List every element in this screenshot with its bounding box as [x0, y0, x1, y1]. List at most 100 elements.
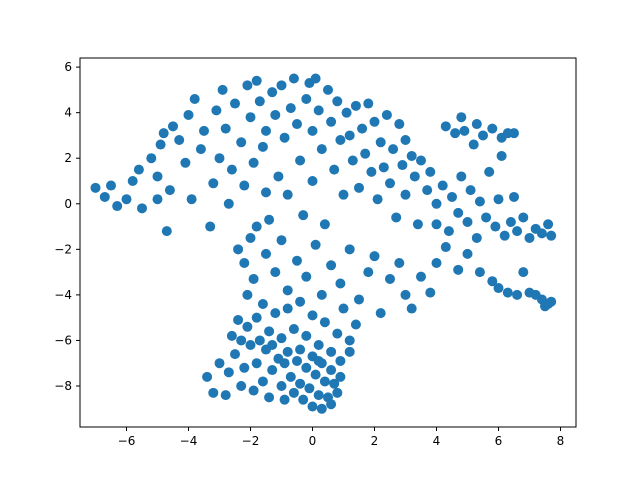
scatter-point — [230, 349, 240, 360]
scatter-point — [456, 112, 467, 123]
scatter-point — [385, 273, 395, 284]
scatter-point — [406, 150, 417, 161]
scatter-point — [223, 367, 234, 378]
scatter-point — [326, 260, 337, 271]
scatter-point — [412, 219, 423, 230]
scatter-point — [369, 116, 380, 127]
scatter-point — [273, 171, 284, 182]
x-tick-label: 8 — [557, 434, 565, 448]
scatter-point — [326, 399, 337, 410]
scatter-point — [354, 182, 364, 193]
scatter-point — [261, 248, 271, 259]
x-tick-label: −4 — [180, 434, 198, 448]
scatter-point — [288, 73, 299, 84]
x-tick-label: −6 — [118, 434, 136, 448]
scatter-point — [478, 130, 488, 141]
scatter-point — [493, 283, 504, 294]
scatter-point — [292, 355, 302, 366]
scatter-point — [242, 80, 253, 91]
scatter-point — [391, 212, 402, 223]
scatter-point — [313, 105, 324, 116]
scatter-point — [236, 381, 247, 391]
scatter-point — [400, 189, 411, 200]
scatter-point — [474, 196, 485, 207]
scatter-point — [254, 335, 265, 346]
scatter-point — [248, 157, 259, 168]
scatter-point — [264, 392, 275, 403]
scatter-point — [214, 358, 225, 369]
scatter-point — [195, 144, 206, 155]
scatter-point — [416, 271, 426, 282]
scatter-point — [375, 137, 386, 148]
scatter-point — [518, 212, 529, 223]
scatter-point — [307, 125, 318, 136]
scatter-point — [471, 119, 482, 130]
scatter-point — [400, 135, 411, 145]
scatter-point — [406, 303, 417, 314]
scatter-point — [341, 107, 352, 118]
scatter-point — [474, 267, 485, 278]
scatter-point — [285, 103, 296, 114]
scatter-point — [295, 296, 306, 307]
x-tick-label: 2 — [371, 434, 379, 448]
scatter-point — [183, 109, 194, 120]
scatter-point — [329, 378, 340, 389]
scatter-point — [220, 123, 231, 134]
scatter-point — [279, 358, 290, 369]
scatter-point — [459, 125, 470, 136]
scatter-point — [347, 155, 358, 166]
y-tick-label: −2 — [54, 242, 72, 256]
scatter-point — [295, 378, 306, 389]
scatter-point — [338, 189, 349, 200]
x-tick-label: 6 — [495, 434, 503, 448]
scatter-point — [292, 119, 302, 130]
scatter-point — [152, 194, 163, 205]
scatter-point — [239, 258, 250, 268]
scatter-point — [146, 153, 157, 164]
scatter-point — [363, 267, 374, 278]
scatter-point — [313, 355, 324, 366]
scatter-point — [468, 139, 479, 150]
scatter-point — [344, 244, 355, 255]
scatter-point — [481, 212, 492, 223]
scatter-point — [512, 226, 523, 237]
scatter-point — [385, 178, 395, 189]
scatter-point — [288, 324, 299, 335]
scatter-point — [378, 162, 389, 173]
scatter-point — [518, 267, 529, 278]
scatter-point — [257, 141, 268, 152]
scatter-point — [295, 155, 306, 166]
scatter-point — [307, 176, 318, 186]
scatter-point — [164, 185, 175, 196]
scatter-point — [223, 198, 234, 209]
scatter-point — [344, 130, 355, 141]
scatter-point — [316, 403, 327, 414]
scatter-point — [270, 308, 281, 319]
x-tick-label: 0 — [309, 434, 317, 448]
scatter-point — [267, 340, 278, 350]
scatter-point — [499, 230, 510, 241]
scatter-point — [425, 287, 436, 298]
scatter-point — [267, 365, 278, 376]
scatter-point — [372, 194, 383, 205]
scatter-point — [323, 84, 333, 95]
scatter-point — [301, 271, 312, 282]
ticks-layer: −6 −4 −2 0 2 4 6 8 −8 −6 −4 −2 0 2 4 6 — [54, 60, 564, 448]
scatter-point — [496, 150, 507, 161]
scatter-point — [261, 125, 271, 136]
scatter-point — [168, 121, 178, 132]
scatter-point — [350, 100, 361, 111]
scatter-point — [394, 119, 405, 130]
scatter-point — [465, 185, 476, 196]
scatter-point — [239, 362, 250, 373]
scatter-point — [264, 214, 275, 225]
scatter-point — [236, 335, 247, 346]
scatter-point — [230, 98, 240, 109]
y-tick-label: 4 — [64, 106, 72, 120]
scatter-point — [453, 207, 464, 218]
scatter-point — [298, 394, 309, 405]
scatter-point — [152, 171, 163, 182]
scatter-point — [282, 189, 293, 200]
scatter-point — [270, 109, 281, 120]
scatter-point — [264, 326, 275, 337]
